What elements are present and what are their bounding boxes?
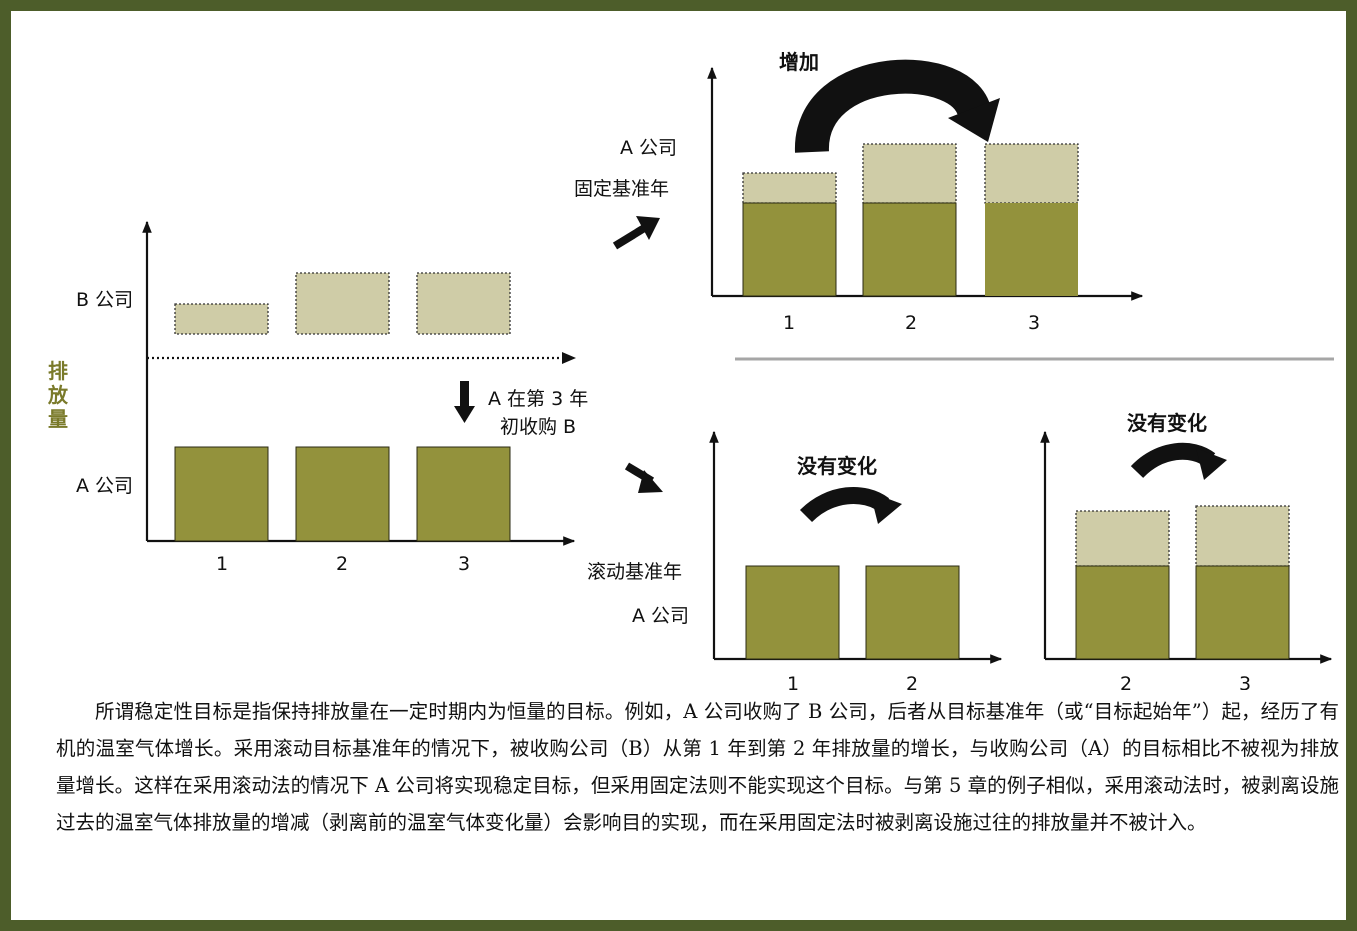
fixed-b-bar-1 bbox=[742, 172, 837, 204]
rolling-right-x-tick-2: 3 bbox=[1239, 673, 1251, 690]
company-a-bar-3 bbox=[416, 446, 511, 542]
left-dotted-divider-arrowhead bbox=[562, 352, 576, 364]
company-b-label: B 公司 bbox=[76, 289, 133, 311]
rolling-right-b-bar-2 bbox=[1195, 505, 1290, 567]
company-a-bar-2 bbox=[295, 446, 390, 542]
emissions-diagram: B 公司 A 公司 排 放 量 A 在第 3 年 初收购 B 1 2 3 bbox=[47, 50, 1334, 690]
fixed-method-label: 固定基准年 bbox=[574, 178, 669, 200]
fixed-a-bar-2 bbox=[862, 202, 957, 297]
fixed-x-tick-1: 1 bbox=[783, 312, 795, 334]
curved-arrow-icon bbox=[799, 486, 902, 524]
fixed-company-label: A 公司 bbox=[620, 137, 677, 159]
fixed-x-tick-2: 2 bbox=[905, 312, 917, 334]
left-x-tick-3: 3 bbox=[458, 553, 470, 575]
y-axis-label-char-1: 排 bbox=[48, 359, 68, 383]
company-b-bar-3 bbox=[416, 272, 511, 335]
fixed-base-panel: 增加 A 公司 固定基准年 1 2 3 bbox=[574, 50, 1144, 334]
curved-arrow-icon bbox=[1130, 442, 1227, 480]
company-b-bar-1 bbox=[174, 303, 269, 335]
diagonal-arrow-icon bbox=[624, 462, 663, 493]
rolling-right-a-bar-2 bbox=[1195, 565, 1290, 660]
company-b-bar-2 bbox=[295, 272, 390, 335]
rolling-method-label: 滚动基准年 bbox=[587, 561, 682, 583]
fixed-a-bar-3 bbox=[985, 203, 1078, 296]
left-x-tick-2: 2 bbox=[336, 553, 348, 575]
fixed-b-bar-3 bbox=[984, 143, 1079, 204]
rolling-left-change-label: 没有变化 bbox=[797, 454, 877, 478]
caption-paragraph: 所谓稳定性目标是指保持排放量在一定时期内为恒量的目标。例如，A 公司收购了 B … bbox=[56, 700, 1339, 834]
rolling-left-a-bar-2 bbox=[865, 565, 960, 660]
rolling-right-x-tick-1: 2 bbox=[1120, 673, 1132, 690]
rolling-right-b-bar-1 bbox=[1075, 510, 1170, 567]
fixed-a-bar-1 bbox=[742, 202, 837, 297]
rolling-right-a-bar-1 bbox=[1075, 565, 1170, 660]
rolling-left-a-bar-1 bbox=[745, 565, 840, 660]
left-x-tick-1: 1 bbox=[216, 553, 228, 575]
acquisition-note-line-1: A 在第 3 年 bbox=[488, 388, 588, 410]
fixed-x-tick-3: 3 bbox=[1028, 312, 1040, 334]
rolling-left-x-tick-2: 2 bbox=[906, 673, 918, 690]
fixed-b-bar-2 bbox=[862, 143, 957, 204]
company-a-bar-1 bbox=[174, 446, 269, 542]
rolling-left-x-tick-1: 1 bbox=[787, 673, 799, 690]
left-panel: B 公司 A 公司 排 放 量 A 在第 3 年 初收购 B 1 2 3 bbox=[47, 220, 588, 575]
rolling-right-change-label: 没有变化 bbox=[1127, 411, 1207, 435]
y-axis-label-char-3: 量 bbox=[48, 407, 68, 431]
fixed-change-label: 增加 bbox=[779, 50, 819, 74]
rolling-company-label: A 公司 bbox=[632, 605, 689, 627]
acquisition-note-line-2: 初收购 B bbox=[500, 416, 576, 438]
company-a-label: A 公司 bbox=[76, 475, 133, 497]
down-arrow-icon bbox=[454, 381, 475, 423]
y-axis-label-char-2: 放 bbox=[47, 383, 69, 407]
rolling-base-panel: 滚动基准年 A 公司 没有变化 1 2 没有变化 2 3 bbox=[587, 411, 1333, 690]
diagonal-arrow-icon bbox=[612, 216, 660, 250]
curved-arrow-icon bbox=[795, 59, 1000, 153]
